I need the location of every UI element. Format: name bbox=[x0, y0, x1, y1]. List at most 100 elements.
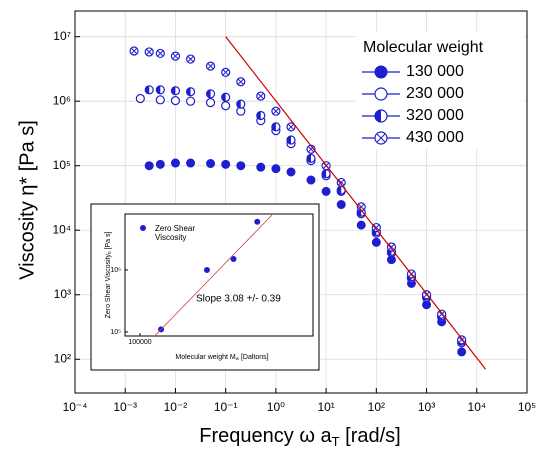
marker-dot bbox=[144, 161, 154, 171]
marker-cross bbox=[376, 133, 386, 143]
axis-label-text: Zero Shear Viscosity bbox=[105, 253, 112, 318]
y-tick-label: 10⁷ bbox=[53, 29, 71, 43]
marker bbox=[271, 122, 281, 132]
inset-background bbox=[90, 203, 320, 371]
axis-label: Molecular weight Mw [Daltons] bbox=[175, 354, 268, 361]
marker-dot bbox=[306, 175, 316, 185]
marker bbox=[221, 67, 231, 77]
plot-area bbox=[129, 36, 487, 370]
marker bbox=[205, 89, 216, 99]
marker bbox=[306, 175, 316, 185]
marker-cross bbox=[338, 179, 345, 186]
x-tick-label: 10⁵ bbox=[518, 400, 536, 414]
y-tick-label: 10⁵ bbox=[110, 329, 121, 336]
marker-cross bbox=[287, 123, 295, 131]
marker bbox=[256, 162, 266, 172]
marker bbox=[185, 87, 196, 97]
marker bbox=[185, 96, 196, 106]
marker bbox=[374, 87, 388, 101]
marker-dot bbox=[140, 225, 146, 231]
x-tick-label: 10⁻² bbox=[164, 400, 188, 414]
marker-dot bbox=[206, 159, 216, 169]
marker-ring bbox=[135, 93, 145, 104]
marker-cross bbox=[458, 336, 465, 344]
marker-cross bbox=[187, 55, 194, 63]
marker bbox=[254, 218, 261, 225]
marker bbox=[185, 54, 196, 64]
marker-cross bbox=[272, 108, 280, 115]
marker bbox=[170, 86, 181, 96]
legend-label: 230 000 bbox=[406, 85, 464, 102]
marker bbox=[374, 131, 388, 145]
marker bbox=[286, 135, 296, 145]
marker-ring bbox=[205, 98, 216, 108]
axis-label-suffix: [Pa s] bbox=[105, 232, 112, 252]
marker bbox=[271, 106, 281, 116]
marker-dot bbox=[457, 347, 467, 357]
marker bbox=[374, 65, 388, 79]
marker-half bbox=[186, 87, 191, 96]
marker-cross bbox=[423, 291, 430, 298]
marker bbox=[306, 153, 316, 163]
marker-half bbox=[306, 154, 311, 163]
legend-label: 130 000 bbox=[406, 63, 464, 80]
marker-cross bbox=[146, 48, 153, 56]
plot-frame bbox=[124, 213, 314, 337]
marker bbox=[144, 85, 154, 95]
marker bbox=[170, 96, 181, 106]
marker bbox=[140, 225, 146, 231]
marker bbox=[356, 220, 366, 230]
marker-dot bbox=[254, 218, 261, 225]
marker-cross bbox=[172, 52, 179, 60]
marker-cross bbox=[130, 47, 138, 55]
axis-label-suffix: [Daltons] bbox=[239, 354, 269, 361]
y-tick-label: 10³ bbox=[54, 287, 71, 301]
marker bbox=[205, 98, 216, 108]
x-tick-label: 100000 bbox=[128, 339, 151, 346]
marker-dot bbox=[271, 164, 281, 174]
y-tick-label: 10⁴ bbox=[52, 222, 71, 236]
marker bbox=[321, 186, 331, 196]
legend-label: Viscosity bbox=[155, 233, 186, 242]
fit-line bbox=[154, 214, 274, 336]
marker-ring bbox=[185, 96, 196, 106]
marker bbox=[144, 47, 154, 57]
x-tick-label: 10⁻¹ bbox=[214, 400, 238, 414]
marker bbox=[271, 164, 281, 174]
marker bbox=[135, 93, 145, 104]
marker-dot bbox=[321, 186, 331, 196]
marker bbox=[144, 161, 154, 171]
marker-cross bbox=[438, 310, 445, 318]
axis-label: Viscosity η* [Pa s] bbox=[16, 120, 38, 280]
marker-dot bbox=[374, 65, 388, 79]
legend-label: 430 000 bbox=[406, 129, 464, 146]
marker-dot bbox=[186, 158, 196, 168]
marker-dot bbox=[286, 167, 296, 177]
axis-label: Frequency ω aT [rad/s] bbox=[199, 425, 400, 449]
marker-dot bbox=[336, 200, 346, 210]
marker bbox=[336, 177, 346, 188]
plot-frame bbox=[74, 10, 528, 394]
marker bbox=[221, 92, 231, 102]
y-tick-label: 10⁵ bbox=[53, 158, 71, 172]
marker-half bbox=[145, 85, 150, 94]
marker bbox=[374, 109, 388, 123]
marker-cross bbox=[358, 203, 365, 211]
marker-half bbox=[256, 111, 261, 120]
marker bbox=[205, 61, 216, 71]
marker bbox=[129, 46, 139, 56]
marker bbox=[457, 347, 467, 357]
axis-label-suffix: [rad/s] bbox=[340, 425, 401, 447]
marker-dot bbox=[356, 220, 366, 230]
fit-line bbox=[225, 36, 487, 370]
marker bbox=[186, 158, 196, 168]
axis-label: Zero Shear Viscosity0 [Pa s] bbox=[105, 232, 112, 319]
marker-dot bbox=[371, 237, 381, 247]
x-tick-label: 10⁻³ bbox=[113, 400, 137, 414]
marker bbox=[256, 110, 266, 121]
marker bbox=[371, 222, 381, 233]
axis-label-text: Molecular weight M bbox=[175, 354, 235, 361]
marker-cross bbox=[222, 69, 229, 76]
marker-ring bbox=[221, 101, 231, 111]
marker-cross bbox=[207, 62, 214, 70]
